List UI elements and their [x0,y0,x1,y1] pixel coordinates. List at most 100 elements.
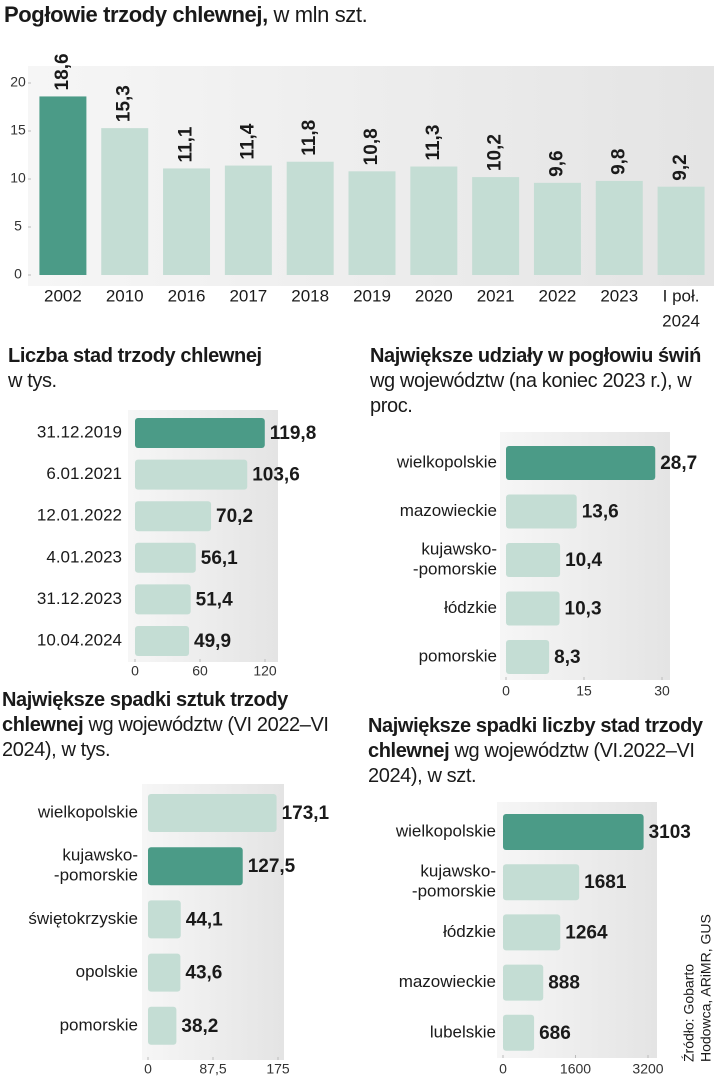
category-label: kujawsko- [421,539,497,558]
value-label: 888 [548,973,580,994]
x-tick-label: 0 [144,1061,152,1077]
category-label: 2022 [539,286,577,305]
bar [503,914,561,951]
category-label: -pomorskie [54,866,138,885]
title-unit: w mln szt. [273,2,368,27]
title-unit: w tys. [8,370,57,392]
bar [533,182,581,275]
value-label: 3103 [649,822,691,843]
bar [503,964,544,1001]
x-tick-label: 0 [131,663,139,679]
category-label: 2018 [291,286,329,305]
value-label: 686 [539,1023,571,1044]
bar [135,418,265,448]
value-label: 9,2 [670,154,691,180]
y-tick-label: 0 [14,266,22,282]
category-label: kujawsko- [62,846,138,865]
source-note: Źródło: Gobarto [681,964,697,1062]
title-bold: Pogłowie trzody chlewnej, [4,2,268,27]
x-tick-label: 3200 [632,1061,663,1077]
category-label: pomorskie [419,646,497,665]
category-label: 2019 [353,286,391,305]
value-label: 15,3 [114,85,135,122]
bar [39,96,87,275]
bar [348,171,396,275]
value-label: 18,6 [52,53,73,90]
value-label: 127,5 [248,856,296,877]
value-label: 103,6 [252,465,300,486]
category-label: łódzkie [443,922,496,941]
category-label: 2020 [415,286,453,305]
category-label: -pomorskie [412,882,496,901]
chart-title: Największe spadki sztuk trzody chlewnej … [2,688,362,763]
category-label: 6.01.2021 [46,464,122,483]
title-bold: Największe udziały w pogłowiu świń [370,345,701,367]
value-label: 9,6 [546,150,567,176]
value-label: 10,8 [361,128,382,165]
source-note: Hodowca, ARiMR, GUS [698,914,714,1062]
category-label: 2021 [477,286,515,305]
value-label: 10,4 [565,550,602,571]
category-label: wielkopolskie [396,452,497,471]
bar [286,161,334,275]
value-label: 11,4 [237,123,258,159]
bar [506,446,656,480]
bar [506,640,550,674]
category-label: 2010 [106,286,144,305]
category-label: wielkopolskie [37,802,138,821]
value-label: 9,8 [608,148,629,174]
value-label: 1264 [565,922,608,943]
bar [506,543,561,577]
category-label: 2023 [600,286,638,305]
value-label: 8,3 [554,647,580,668]
category-label: -pomorskie [413,559,497,578]
value-label: 70,2 [216,506,253,527]
value-label: 44,1 [186,909,223,930]
category-label: 31.12.2023 [37,589,122,608]
bar [135,501,212,532]
category-label: 12.01.2022 [37,506,122,525]
category-label: wielkopolskie [395,821,496,840]
category-label: 2002 [44,286,82,305]
bar [148,953,181,992]
x-tick-label: 120 [253,663,277,679]
value-label: 49,9 [194,631,231,652]
category-label: łódzkie [444,598,497,617]
y-tick-label: 20 [10,74,26,90]
bar [503,814,644,850]
plot-panel [128,410,278,662]
value-label: 13,6 [582,502,619,523]
title-bold: Liczba stad trzody chlewnej [8,345,262,367]
title-unit: wg województw (na koniec 2023 r.), w pro… [370,370,692,417]
title-unit: wg województw (VI.2022–VI 2024), w szt. [368,740,695,787]
value-label: 11,1 [176,126,197,162]
chart-title: Pogłowie trzody chlewnej, w mln szt. [4,2,704,27]
y-tick-label: 15 [10,122,26,138]
value-label: 28,7 [660,453,697,474]
y-tick-label: 5 [14,218,22,234]
x-tick-label: 60 [192,663,208,679]
category-label: lubelskie [430,1022,496,1041]
x-tick-label: 0 [499,1061,507,1077]
bar [148,847,243,886]
x-tick-label: 87,5 [199,1061,226,1077]
bar [657,186,705,275]
value-label: 56,1 [201,548,238,569]
category-label: opolskie [76,962,138,981]
value-label: 10,3 [565,599,602,620]
category-label: 2024 [662,311,700,330]
category-label: I poł. [663,286,700,305]
value-label: 119,8 [270,423,317,444]
bar [135,626,190,656]
bar [503,864,580,901]
title-bold: Największe spadki liczby stad trzody chl… [368,715,703,762]
bar [148,900,181,939]
category-label: pomorskie [60,1015,138,1034]
chart-title: Liczba stad trzody chlewnej w tys. [8,344,348,394]
value-label: 11,8 [299,120,320,156]
value-label: 10,2 [485,134,506,171]
category-label: mazowieckie [400,501,497,520]
chart-title: Największe udziały w pogłowiu świń wg wo… [370,344,716,419]
category-label: 4.01.2023 [46,547,122,566]
